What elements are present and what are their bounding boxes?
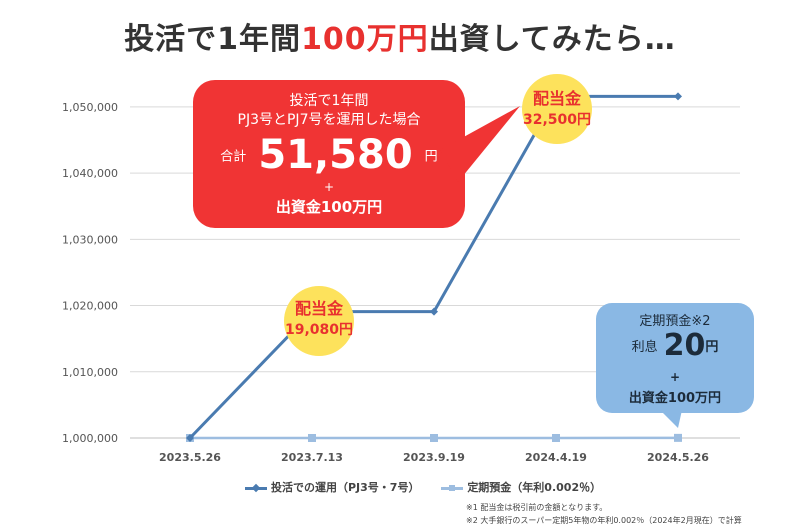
deposit-interest: 利息 20円 [596, 328, 754, 363]
y-tick-label: 1,000,000 [62, 432, 118, 445]
x-tick-label: 2023.9.19 [403, 451, 465, 464]
dividend-1-amount: 19,080円 [284, 322, 354, 338]
investment-callout-line1: 投活で1年間 [289, 93, 369, 109]
deposit-callout-line1: 定期預金※2 [639, 314, 711, 329]
investment-total: 合計 51,580 円 [193, 132, 465, 178]
data-point [674, 433, 682, 442]
y-tick-label: 1,010,000 [62, 366, 118, 379]
y-axis-ticks: 1,000,000 1,010,000 1,020,000 1,030,000 1,04… [62, 101, 118, 445]
investment-principal: 出資金100万円 [275, 198, 383, 216]
title-highlight: 100万円 [301, 22, 429, 57]
y-tick-label: 1,040,000 [62, 167, 118, 180]
data-point [430, 307, 438, 316]
dividend-2-label: 配当金 32,500円 [512, 85, 602, 129]
interest-label: 利息 [631, 340, 658, 355]
y-tick-label: 1,020,000 [62, 300, 118, 313]
dividend-1-coin [284, 286, 354, 356]
legend-swatch-investment [245, 483, 267, 492]
investment-plus: + [323, 180, 335, 194]
x-axis-ticks: 2023.5.26 2023.7.13 2023.9.19 2024.4.19 2024… [159, 451, 709, 464]
data-point [430, 434, 438, 442]
legend-label-deposit: 定期預金（年利0.002％） [467, 481, 602, 494]
x-tick-label: 2024.4.19 [525, 451, 587, 464]
legend-swatch-deposit [441, 484, 464, 491]
investment-callout: 投活で1年間 PJ3号とPJ7号を運用した場合 合計 51,580 円 + 出資金1… [193, 80, 465, 228]
title-part2: 出資してみたら… [428, 22, 676, 57]
total-unit: 円 [424, 149, 438, 165]
data-point [308, 434, 316, 442]
dividend-1-title: 配当金 [294, 299, 343, 318]
footnote-2: ※2 大手銀行のスーパー定期5年物の年利0.002％（2024年2月現在）で計算 [466, 516, 742, 525]
data-point [674, 92, 682, 101]
footnote-1: ※1 配当金は税引前の金額となります。 [466, 503, 608, 512]
y-tick-label: 1,050,000 [62, 101, 118, 114]
title-part1: 投活で1年間 [124, 22, 302, 57]
y-tick-label: 1,030,000 [62, 233, 118, 246]
deposit-plus: + [669, 370, 681, 384]
deposit-principal: 出資金100万円 [628, 391, 722, 406]
dividend-2-title: 配当金 [532, 89, 581, 108]
x-tick-label: 2023.7.13 [281, 451, 343, 464]
legend-label-investment: 投活での運用（PJ3号・7号） [271, 481, 420, 494]
legend-item-deposit: 定期預金（年利0.002％） [441, 479, 601, 495]
x-tick-label: 2024.5.26 [647, 451, 709, 464]
interest-unit: 円 [705, 340, 719, 355]
legend: 投活での運用（PJ3号・7号） 定期預金（年利0.002％） [245, 479, 619, 495]
total-label: 合計 [220, 149, 247, 165]
deposit-callout: 定期預金※2 利息 20円 + 出資金100万円 [596, 303, 754, 413]
investment-callout-line2: PJ3号とPJ7号を運用した場合 [237, 112, 421, 128]
dividend-1-label: 配当金 19,080円 [274, 295, 364, 339]
interest-value: 20 [663, 328, 706, 363]
x-tick-label: 2023.5.26 [159, 451, 221, 464]
chart-title: 投活で1年間100万円出資してみたら… [0, 14, 800, 58]
data-point [186, 434, 194, 442]
dividend-2-amount: 32,500円 [522, 112, 592, 128]
legend-item-investment: 投活での運用（PJ3号・7号） [245, 479, 419, 495]
total-value: 51,580 [258, 132, 413, 178]
dividend-2-coin [522, 74, 592, 144]
data-point [552, 434, 560, 442]
